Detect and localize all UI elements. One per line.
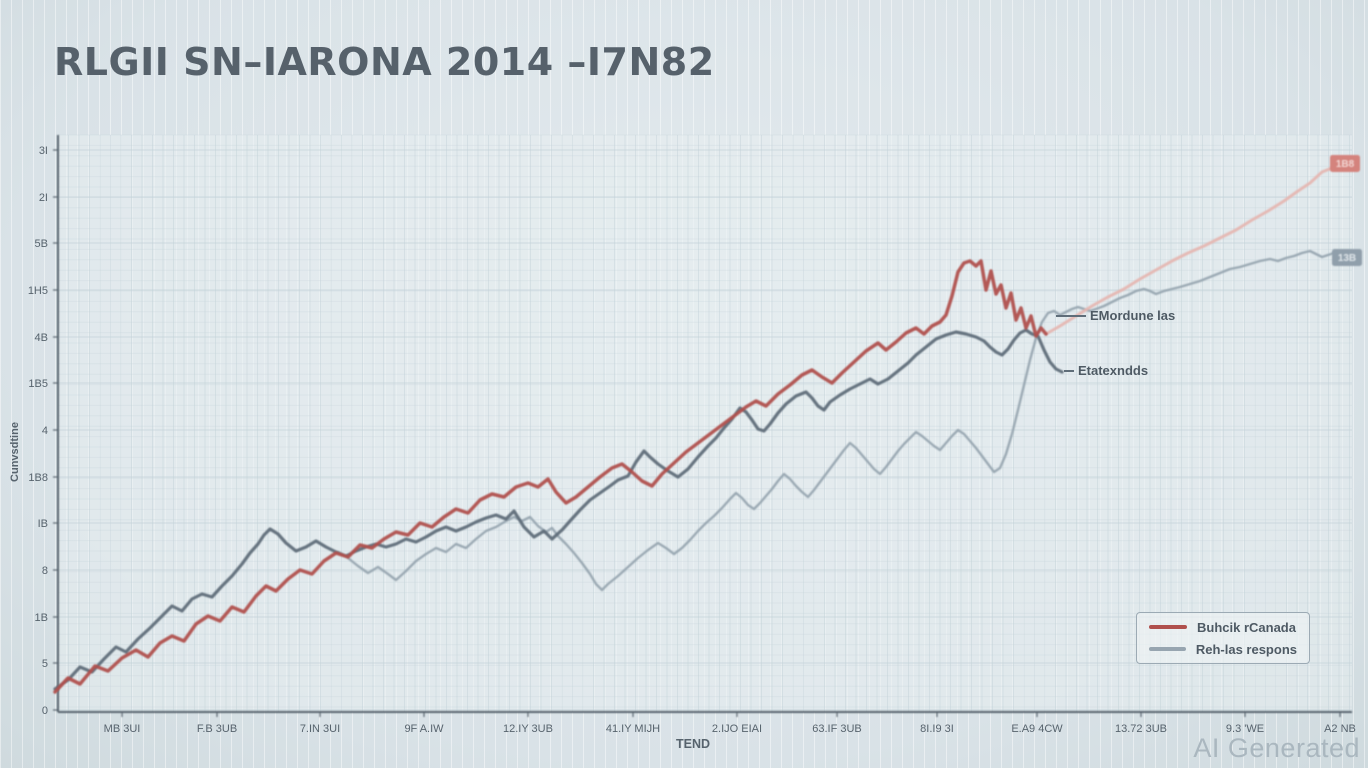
series-group bbox=[53, 162, 1344, 694]
y-tick-label: 1B bbox=[35, 612, 48, 624]
legend-item: Reh-las respons bbox=[1149, 642, 1297, 657]
series-buhcik-rcanada bbox=[53, 259, 1048, 694]
x-tick-label: F.B 3UB bbox=[197, 723, 237, 735]
series-etatexndds bbox=[53, 328, 1064, 691]
legend-item: Buhcik rCanada bbox=[1149, 620, 1297, 635]
x-tick-label: 41.IY MIJH bbox=[606, 723, 660, 735]
x-tick-label: A2 NB bbox=[1324, 723, 1356, 735]
legend: Buhcik rCanada Reh-las respons bbox=[1136, 612, 1310, 664]
y-tick-label: 4 bbox=[42, 425, 48, 437]
x-tick-label: 9F A.IW bbox=[404, 723, 444, 735]
y-tick-label: 5B bbox=[35, 238, 48, 250]
series-red-faded-continuation bbox=[1044, 162, 1344, 336]
x-tick-label: 13.72 3UB bbox=[1115, 723, 1167, 735]
end-tag: 1B8 bbox=[1330, 155, 1360, 172]
y-tick-label: 1H5 bbox=[28, 285, 48, 297]
series-reh-las-respons bbox=[336, 249, 1342, 592]
x-tick-label: MB 3UI bbox=[104, 723, 141, 735]
x-tick-label: 63.IF 3UB bbox=[812, 723, 862, 735]
end-tag-box bbox=[1332, 249, 1362, 266]
x-tick-label: E.A9 4CW bbox=[1011, 723, 1063, 735]
legend-swatch-gray bbox=[1149, 647, 1186, 651]
y-tick-label: 1B5 bbox=[28, 378, 48, 390]
y-tick-label: 0 bbox=[42, 705, 48, 717]
end-tag: 13B bbox=[1332, 249, 1362, 266]
end-tag-value: 1B8 bbox=[1336, 159, 1355, 170]
x-axis-title: TEND bbox=[676, 737, 710, 751]
annotation-label: Etatexndds bbox=[1078, 363, 1148, 378]
legend-item-label: Reh-las respons bbox=[1195, 641, 1297, 657]
legend-item-label: Buhcik rCanada bbox=[1197, 619, 1296, 635]
axes bbox=[53, 135, 1352, 717]
legend-swatch-red bbox=[1149, 625, 1187, 629]
y-tick-label: 3I bbox=[39, 145, 48, 157]
watermark-label: AI Generated bbox=[1193, 733, 1360, 763]
x-tick-label: 8I.I9 3I bbox=[920, 723, 954, 735]
chart-title: RLGII SN–IARONA 2014 –I7N82 bbox=[54, 40, 715, 84]
y-tick-label: 5 bbox=[42, 658, 48, 670]
x-tick-label: 7.IN 3UI bbox=[300, 723, 340, 735]
end-tag-box bbox=[1330, 155, 1360, 172]
x-tick-label: 12.IY 3UB bbox=[503, 723, 553, 735]
x-tick-label: 2.IJO EIAI bbox=[712, 723, 762, 735]
x-tick-label: 9.3 'WE bbox=[1226, 723, 1264, 735]
y-tick-label: 4B bbox=[35, 332, 48, 344]
y-tick-label: 2I bbox=[39, 192, 48, 204]
y-tick-label: 1B8 bbox=[28, 472, 48, 484]
end-tag-value: 13B bbox=[1338, 253, 1356, 264]
y-tick-label: 8 bbox=[42, 565, 48, 577]
y-tick-label: IB bbox=[38, 518, 48, 530]
y-axis-title: Cunvsdtine bbox=[9, 422, 21, 482]
annotations: EMordune las Etatexndds bbox=[1056, 308, 1175, 378]
annotation-label: EMordune las bbox=[1090, 308, 1175, 323]
